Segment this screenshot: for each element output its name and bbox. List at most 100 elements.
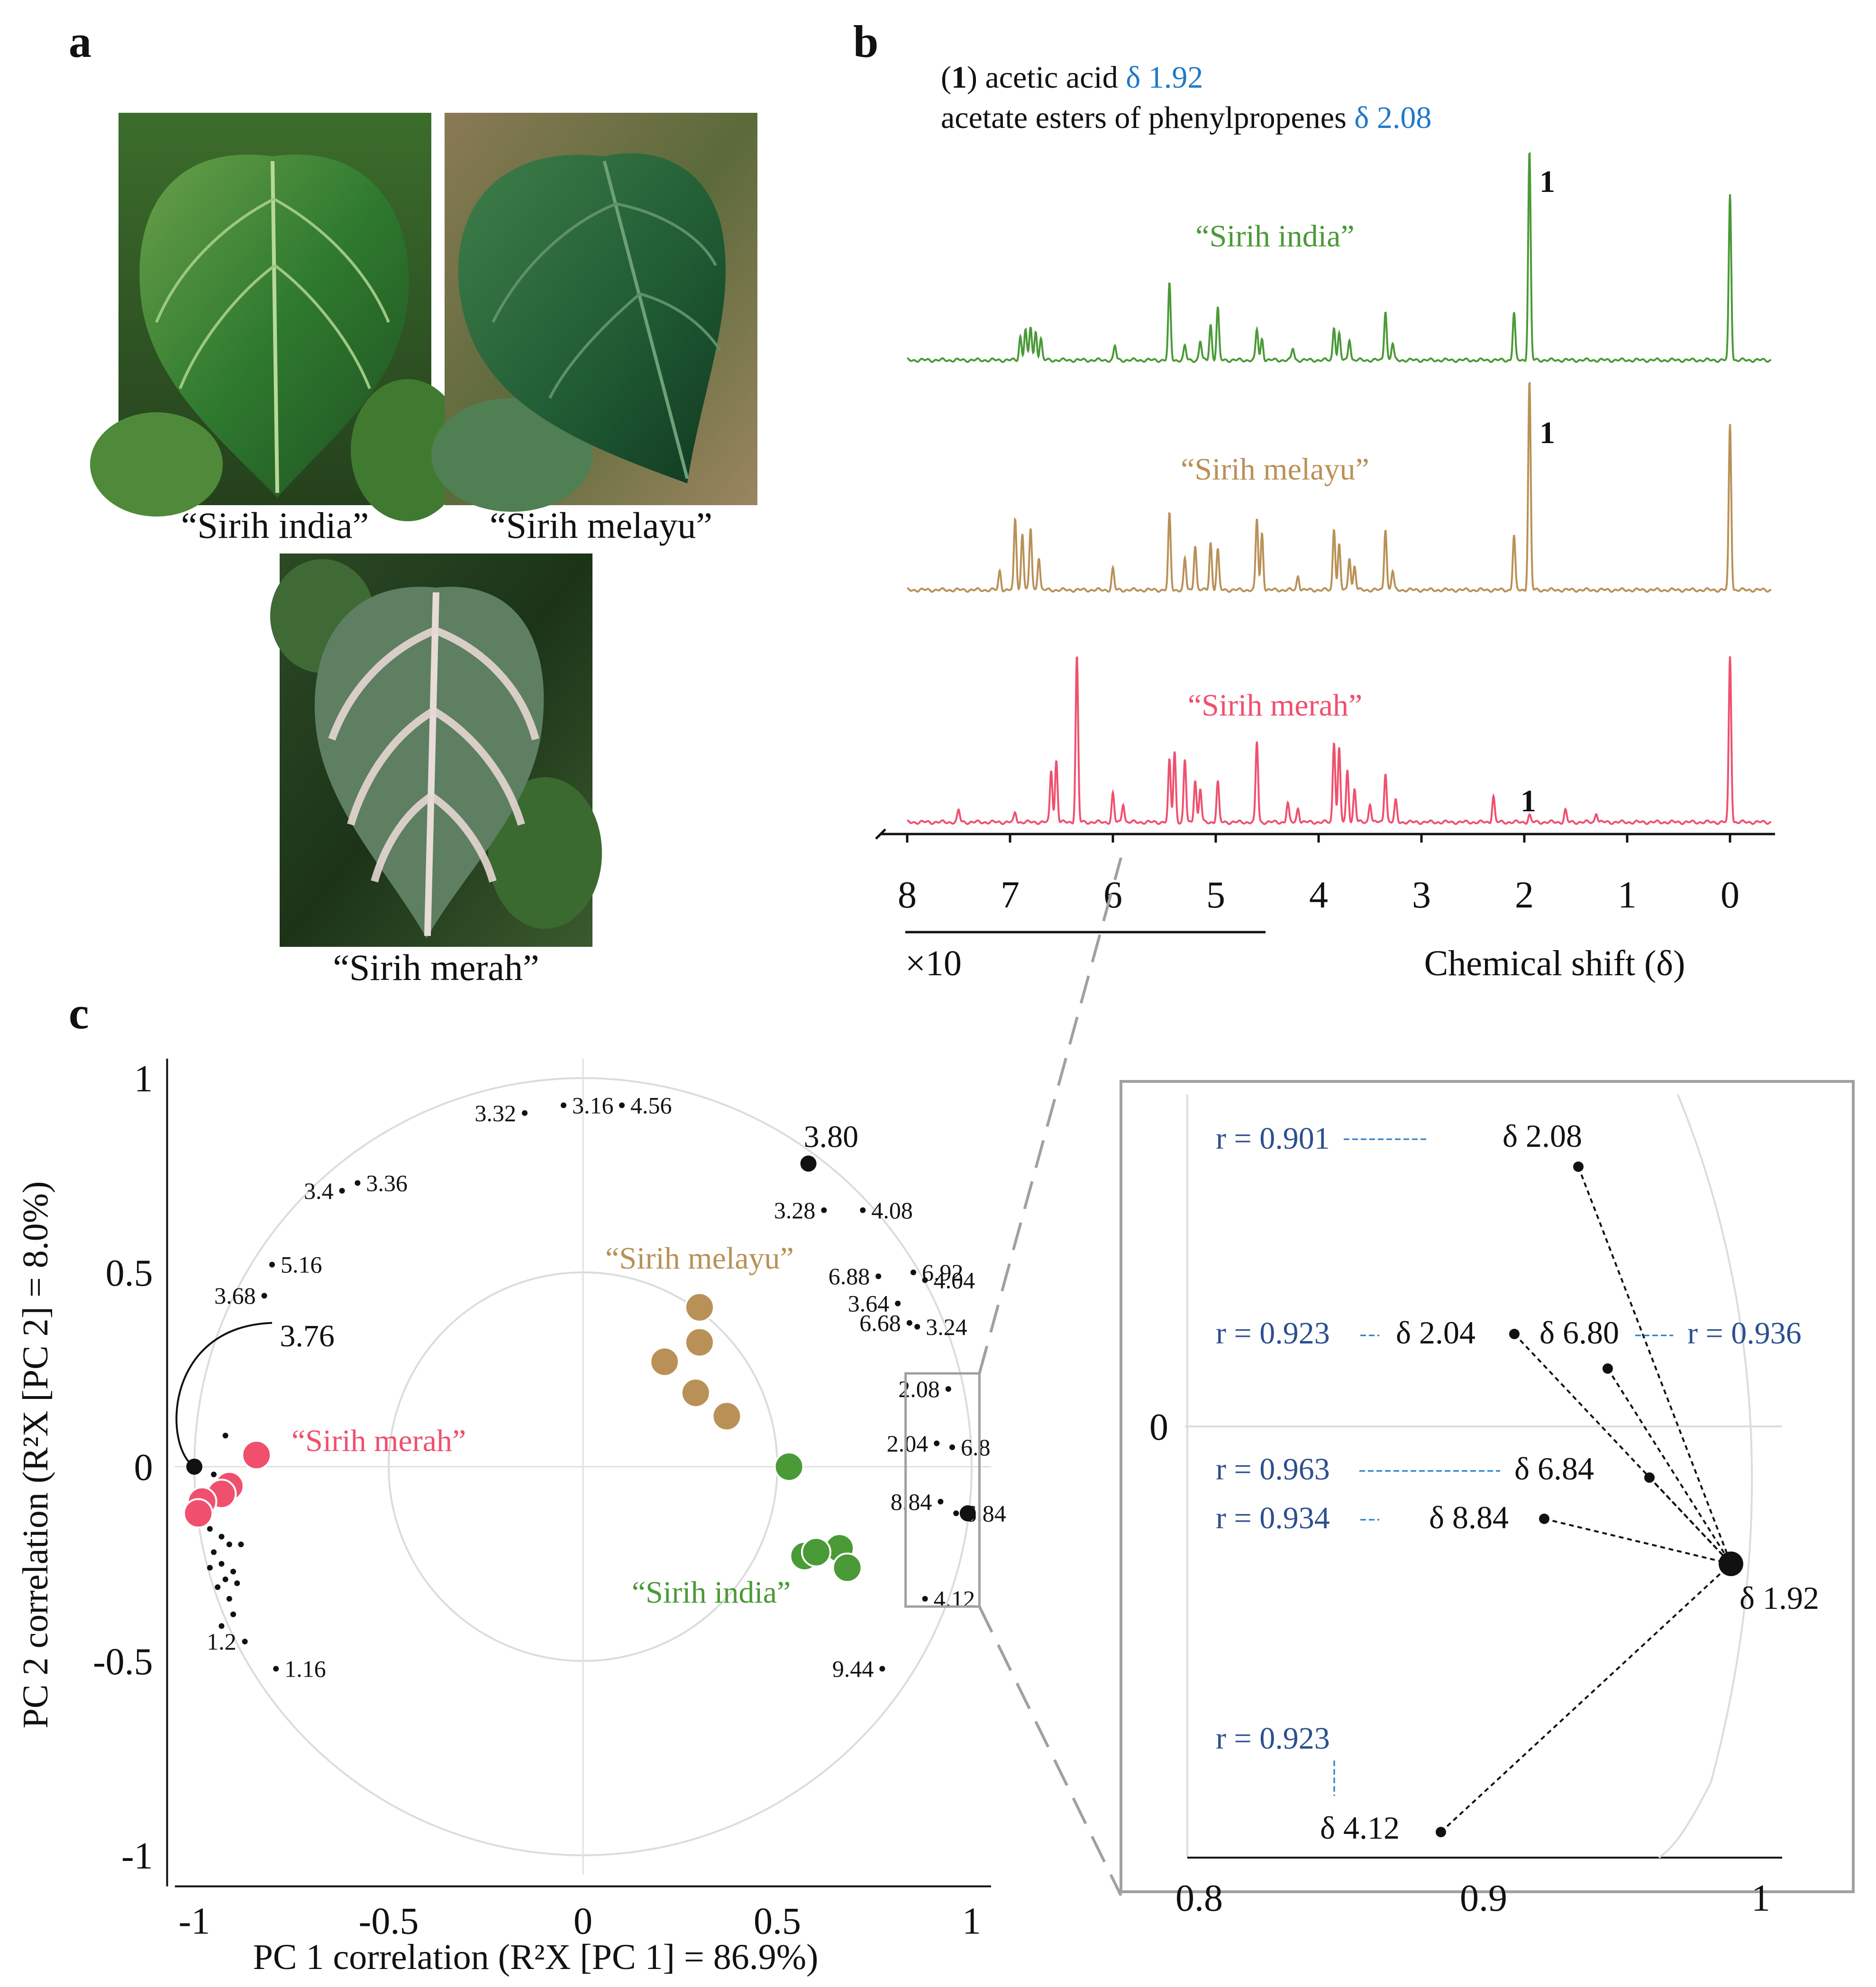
variable-point [269,1261,275,1268]
zoom-r-label: r = 0.923 [1216,1316,1330,1351]
variable-point [945,1386,951,1392]
sample-point [684,1292,715,1323]
variable-point [230,1569,236,1575]
variable-point [230,1611,236,1617]
pca-x-label: PC 1 correlation (R²X [PC 1] = 86.9%) [253,1937,819,1977]
variable-label: 3.68 [214,1282,256,1309]
sirih-india-photo [90,113,464,521]
zoom-connector [978,1606,1122,1896]
variable-point [261,1293,267,1299]
variable-label: 5.16 [281,1252,322,1278]
variable-point [207,1526,213,1532]
sample-point [684,1327,715,1358]
variable-label: 3.24 [926,1314,967,1340]
variable-point [215,1584,221,1590]
zoom-inset: 0.8 0.9 1 0 δ 2.08 r = 0.901 δ 2.04 r = 0.923 δ … [1120,1080,1855,1919]
variable-label: 9.44 [832,1655,874,1682]
variable-point [949,1444,955,1450]
zoom-region [904,1372,981,1608]
zoom-frame [1120,1080,1855,1893]
zoom-center-point [1719,1551,1743,1576]
zoom-vector [1607,1368,1732,1565]
legend-shift-1: δ 1.92 [1126,60,1203,95]
pca-y-tick: -0.5 [93,1641,153,1683]
zoom-r-label: r = 0.963 [1216,1452,1330,1487]
variable-point [922,1277,928,1283]
caption-sirih-india: “Sirih india” [181,505,369,546]
zoom-vector [1513,1333,1732,1565]
variable-label: 4.08 [871,1197,913,1224]
zoom-x-tick: 0.9 [1460,1878,1507,1919]
pca-x-tick: 1 [962,1901,981,1942]
spectrum-trace-0 [907,152,1771,363]
variable-point [238,1542,244,1547]
variable-label: 6.88 [829,1263,870,1289]
sample-point [711,1401,742,1432]
variable-label: 1.16 [284,1655,326,1682]
zoom-y-tick: 0 [1149,1406,1168,1448]
pca-loadings-plot: -1 -0.5 0 0.5 1 1 0.5 0 -0.5 -1 3.32 3.16 4.56 3.4 3.3… [93,857,1122,1942]
variable-point [207,1565,213,1571]
sample-point [774,1452,804,1482]
variable-label: 8.84 [891,1488,932,1515]
spectrum-trace-2 [907,656,1771,826]
sample-point [832,1552,863,1583]
sample-point [649,1346,680,1377]
variable-label: 3.28 [774,1197,816,1224]
spectrum-label-melayu: “Sirih melayu” [1181,452,1369,487]
spectrum-trace-1 [907,381,1771,593]
variable-point [355,1180,361,1186]
nmr-legend: (1) acetic acid δ 1.92 acetate esters of… [941,60,1431,135]
variable-label: 1.2 [207,1628,237,1655]
spectrum-label-india: “Sirih india” [1195,219,1354,254]
zoom-point [1436,1827,1446,1837]
zoom-r-label: r = 0.901 [1216,1121,1330,1156]
peak-marker-merah: 1 [1521,784,1536,818]
variable-point [219,1533,225,1540]
variable-point [242,1639,248,1644]
pca-x-tick: -0.5 [359,1901,419,1942]
nmr-tick-label: 0 [1721,874,1739,916]
group-label: “Sirih india” [632,1575,791,1610]
zoom-shift-label: δ 8.84 [1429,1499,1509,1535]
zoom-point [1539,1514,1549,1524]
variable-point [821,1207,827,1213]
variable-point [914,1324,920,1330]
variable-label: 6.8 [961,1434,991,1461]
variable-point [906,1320,912,1326]
pca-y-tick: 1 [134,1058,153,1100]
nmr-tick-label: 4 [1309,874,1328,916]
zoom-point [1644,1472,1655,1483]
group-label: “Sirih melayu” [605,1241,794,1276]
variable-point [222,1433,228,1439]
variable-point [938,1498,944,1505]
variable-point [273,1666,279,1672]
zoom-unit-circle-arc [1658,1094,1753,1859]
group-label: “Sirih merah” [291,1424,466,1458]
zoom-shift-label: δ 6.84 [1514,1451,1594,1487]
variable-point [211,1471,217,1478]
highlight-label: 3.76 [280,1319,335,1353]
zoom-r-label: r = 0.934 [1216,1501,1330,1535]
zoom-r-label: r = 0.923 [1216,1721,1330,1756]
variable-label: 3.64 [848,1290,890,1317]
peak-marker-melayu: 1 [1539,416,1555,450]
nmr-spectra [907,152,1771,826]
zoom-x-tick: 0.8 [1175,1878,1223,1919]
nmr-tick-label: 8 [898,874,917,916]
zoom-r-label: r = 0.936 [1687,1316,1802,1351]
nmr-tick-label: 1 [1618,874,1637,916]
variable-point [895,1300,901,1307]
pca-x-tick: 0.5 [754,1901,801,1942]
variable-point [953,1510,959,1516]
nmr-tick-label: 5 [1206,874,1225,916]
caption-sirih-melayu: “Sirih melayu” [490,505,712,546]
zoom-point [1573,1161,1584,1172]
variable-point [339,1188,345,1194]
zoom-vector [1648,1477,1732,1565]
variable-label: 4.04 [934,1267,975,1293]
sirih-melayu-photo [431,113,757,512]
zoom-x-tick: 1 [1751,1878,1770,1919]
